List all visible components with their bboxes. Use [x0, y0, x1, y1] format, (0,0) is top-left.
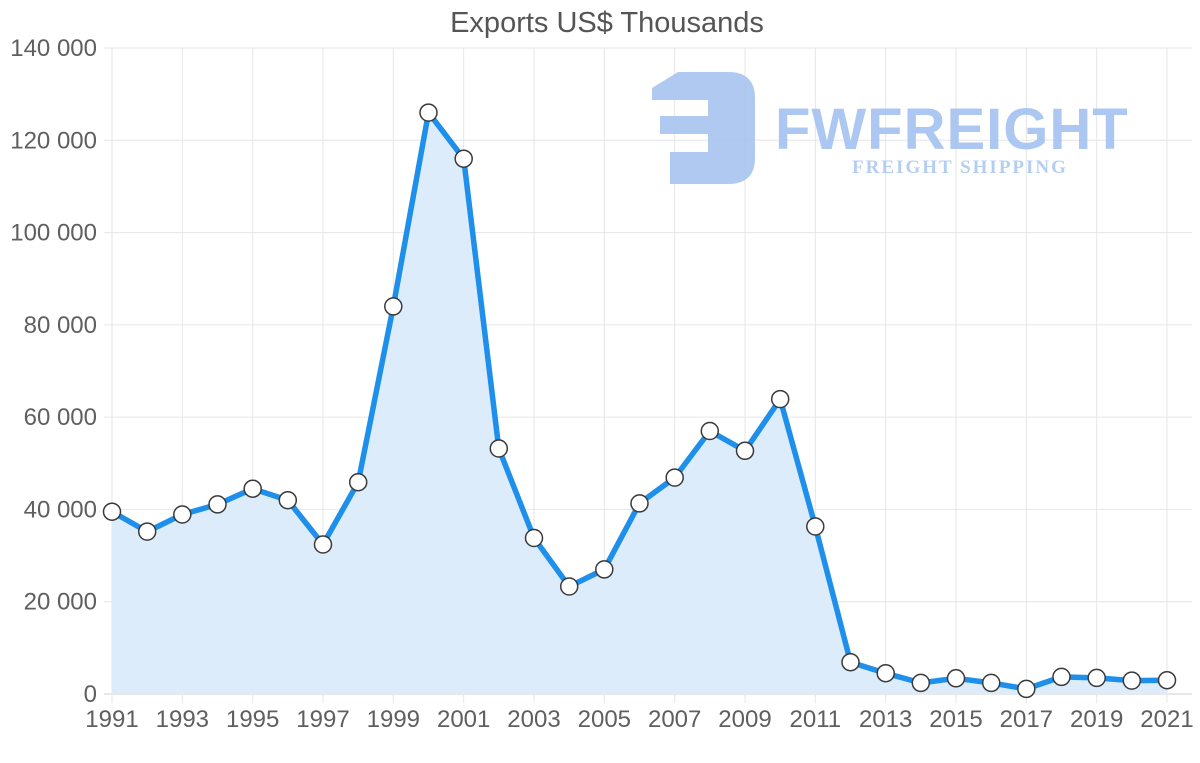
x-tick-label-2009: 2009	[718, 706, 771, 733]
fwfreight-watermark: FWFREIGHT FREIGHT SHIPPING	[652, 72, 1129, 184]
y-tick-label-40000: 40 000	[24, 496, 97, 523]
data-point-2014[interactable]	[911, 673, 931, 693]
data-point-2005[interactable]	[595, 560, 614, 579]
x-tick-label-2015: 2015	[929, 706, 982, 733]
fwfreight-logo-icon	[652, 72, 755, 184]
data-point-2012[interactable]	[841, 652, 860, 672]
data-point-2011[interactable]	[806, 517, 825, 536]
y-tick-label-60000: 60 000	[24, 404, 97, 431]
data-point-2006[interactable]	[630, 494, 649, 513]
data-point-2004[interactable]	[559, 577, 579, 596]
data-point-2008[interactable]	[700, 421, 720, 441]
data-point-1995[interactable]	[243, 479, 262, 498]
data-point-1992[interactable]	[137, 522, 157, 541]
x-tick-label-1997: 1997	[296, 706, 349, 733]
chart-title: Exports US$ Thousands	[450, 7, 764, 39]
y-tick-label-100000: 100 000	[10, 220, 97, 247]
x-tick-label-2017: 2017	[1000, 706, 1053, 733]
area-fill	[112, 112, 1167, 695]
y-tick-label-80000: 80 000	[24, 312, 97, 339]
data-point-2009[interactable]	[735, 441, 755, 461]
x-tick-label-2019: 2019	[1070, 706, 1123, 733]
x-tick-label-1991: 1991	[85, 706, 138, 733]
data-point-2010[interactable]	[770, 389, 790, 409]
data-point-1998[interactable]	[348, 472, 368, 492]
data-point-2019[interactable]	[1087, 668, 1106, 688]
x-tick-label-2013: 2013	[859, 706, 912, 733]
data-point-2001[interactable]	[454, 149, 473, 168]
x-tick-label-2005: 2005	[578, 706, 631, 733]
series-layer	[102, 103, 1177, 699]
data-point-1997[interactable]	[313, 535, 333, 554]
x-tick-label-1999: 1999	[367, 706, 420, 733]
data-point-1994[interactable]	[208, 495, 227, 514]
watermark-brand-text: FWFREIGHT	[775, 97, 1129, 162]
data-point-1996[interactable]	[278, 490, 298, 510]
data-point-1991[interactable]	[102, 502, 122, 521]
x-tick-label-1995: 1995	[226, 706, 279, 733]
data-point-2000[interactable]	[419, 103, 438, 122]
x-tick-label-2007: 2007	[648, 706, 701, 733]
data-point-2003[interactable]	[524, 528, 544, 548]
y-tick-label-0: 0	[84, 681, 97, 708]
data-point-2015[interactable]	[946, 669, 966, 688]
data-point-2016[interactable]	[981, 673, 1001, 693]
data-point-2002[interactable]	[489, 439, 509, 458]
data-point-2018[interactable]	[1052, 667, 1071, 687]
data-point-2021[interactable]	[1157, 670, 1177, 690]
data-point-1993[interactable]	[173, 505, 192, 524]
y-tick-label-20000: 20 000	[24, 589, 97, 616]
y-tick-label-140000: 140 000	[10, 35, 97, 62]
data-point-1999[interactable]	[384, 297, 403, 316]
data-point-2013[interactable]	[876, 663, 895, 683]
x-tick-label-2003: 2003	[507, 706, 560, 733]
data-point-2017[interactable]	[1017, 679, 1036, 699]
x-tick-label-1993: 1993	[156, 706, 209, 733]
data-point-2020[interactable]	[1122, 671, 1142, 690]
data-point-2007[interactable]	[665, 468, 684, 487]
watermark-tagline-text: FREIGHT SHIPPING	[852, 157, 1068, 178]
x-tick-label-2011: 2011	[790, 706, 842, 733]
x-tick-label-2001: 2001	[437, 706, 490, 733]
y-tick-label-120000: 120 000	[10, 127, 97, 154]
axis-label-layer: 0 20 000 40 000 60 000 80 000 100 000 120 000 1…	[10, 35, 1193, 733]
x-tick-label-2021: 2021	[1140, 706, 1193, 733]
